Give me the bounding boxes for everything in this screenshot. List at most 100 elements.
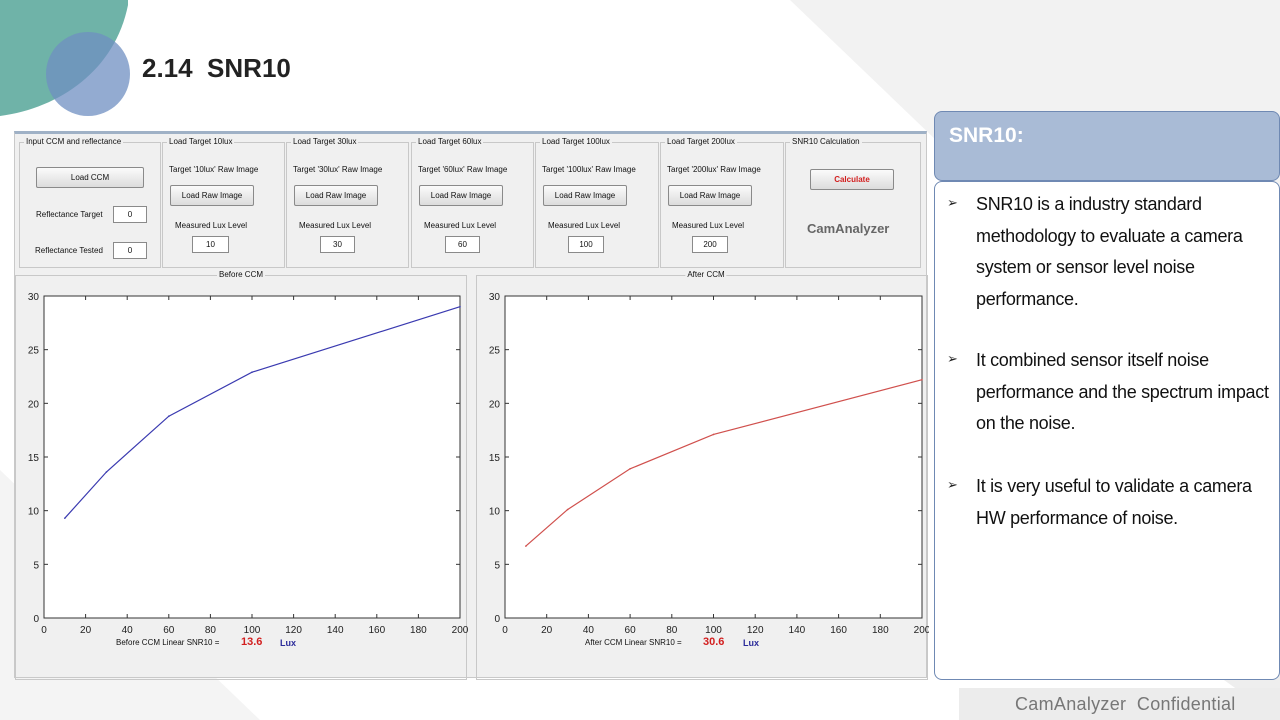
data-point [64,517,66,519]
bullet-arrow-icon: ➢ [947,196,958,211]
x-tick-label: 180 [872,625,889,636]
y-tick-label: 25 [28,346,40,357]
x-tick-label: 80 [666,625,678,636]
x-tick-label: 140 [789,625,806,636]
side-panel-header: SNR10: [934,111,1280,181]
target-group-title: Load Target 30lux [291,137,359,146]
footer-text: CamAnalyzer Confidential [1015,694,1236,714]
load-raw-image-button-10lux[interactable]: Load Raw Image [170,185,254,206]
before-ccm-result-value: 13.6 [241,636,263,648]
raw-image-label: Target '30lux' Raw Image [293,165,383,174]
measured-lux-label: Measured Lux Level [548,221,621,230]
reflectance-tested-input[interactable]: 0 [113,242,147,259]
side-panel-header-text: SNR10: [949,124,1024,147]
bullet-text: SNR10 is a industry standard methodology… [976,194,1243,309]
load-raw-image-button-100lux[interactable]: Load Raw Image [543,185,627,206]
bullet-arrow-icon: ➢ [947,352,958,367]
x-tick-label: 60 [625,625,637,636]
x-tick-label: 40 [122,625,134,636]
plot-area [43,295,461,619]
data-point [712,433,715,436]
y-tick-label: 15 [489,453,501,464]
x-tick-label: 80 [205,625,217,636]
x-tick-label: 60 [163,625,175,636]
measured-lux-label: Measured Lux Level [672,221,745,230]
y-tick-label: 0 [33,614,39,625]
target-100lux-group: Load Target 100lux Target '100lux' Raw I… [535,137,659,268]
x-tick-label: 200 [914,625,929,636]
y-tick-label: 5 [494,560,500,571]
footer: CamAnalyzer Confidential [959,688,1280,720]
raw-image-label: Target '60lux' Raw Image [418,165,508,174]
y-tick-label: 5 [33,560,39,571]
data-point [566,508,569,511]
target-60lux-group: Load Target 60lux Target '60lux' Raw Ima… [411,137,534,268]
ccm-group-title: Input CCM and reflectance [24,137,124,146]
y-tick-label: 25 [489,346,501,357]
x-tick-label: 0 [502,625,508,636]
lux-input-10lux[interactable]: 10 [192,236,229,253]
data-point [459,305,461,308]
reflectance-target-input[interactable]: 0 [113,206,147,223]
data-point [629,468,631,470]
x-tick-label: 160 [830,625,847,636]
raw-image-label: Target '200lux' Raw Image [667,165,761,174]
load-ccm-button[interactable]: Load CCM [36,167,144,188]
x-tick-label: 180 [410,625,427,636]
x-tick-label: 100 [244,625,261,636]
after-ccm-chart: 0 20 40 60 80 100 120 140 160 180 200 0 5 10 15 20 25 30 [489,292,929,636]
target-group-title: Load Target 10lux [167,137,235,146]
x-tick-label: 160 [368,625,385,636]
lux-input-100lux[interactable]: 100 [568,236,604,253]
x-tick-label: 0 [41,625,47,636]
target-group-title: Load Target 60lux [416,137,484,146]
after-ccm-result-label: After CCM Linear SNR10 = [585,638,682,647]
bullet-text: It is very useful to validate a camera H… [976,476,1252,528]
load-raw-image-button-30lux[interactable]: Load Raw Image [294,185,378,206]
blue-circle [46,32,130,116]
x-tick-label: 100 [705,625,722,636]
lux-input-60lux[interactable]: 60 [445,236,480,253]
y-tick-label: 15 [28,453,40,464]
y-tick-label: 30 [28,292,40,303]
y-tick-label: 20 [489,399,501,410]
x-tick-label: 120 [747,625,764,636]
before-ccm-result-unit: Lux [280,638,297,648]
side-panel-body: ➢ SNR10 is a industry standard methodolo… [934,181,1280,680]
lux-input-200lux[interactable]: 200 [692,236,728,253]
slide-title: 2.14 SNR10 [142,53,291,83]
reflectance-target-label: Reflectance Target [36,210,103,219]
snr10-calculation-group: SNR10 Calculation Calculate CamAnalyzer [785,137,921,268]
load-raw-image-button-60lux[interactable]: Load Raw Image [419,185,503,206]
raw-image-label: Target '100lux' Raw Image [542,165,636,174]
plot-area [504,295,923,619]
before-ccm-result-label: Before CCM Linear SNR10 = [116,638,220,647]
target-10lux-group: Load Target 10lux Target '10lux' Raw Ima… [162,137,285,268]
y-tick-label: 10 [28,507,40,518]
camanalyzer-brand: CamAnalyzer [807,221,890,236]
data-point [168,415,170,418]
lux-input-30lux[interactable]: 30 [320,236,355,253]
x-tick-label: 140 [327,625,344,636]
data-point [251,371,253,374]
calc-group-title: SNR10 Calculation [790,137,862,146]
before-ccm-title: Before CCM [216,270,266,279]
target-group-title: Load Target 100lux [540,137,612,146]
raw-image-label: Target '10lux' Raw Image [169,165,259,174]
x-tick-label: 20 [541,625,553,636]
target-group-title: Load Target 200lux [665,137,737,146]
y-tick-label: 0 [494,614,500,625]
measured-lux-label: Measured Lux Level [424,221,497,230]
data-point [921,378,923,381]
load-raw-image-button-200lux[interactable]: Load Raw Image [668,185,752,206]
y-tick-label: 30 [489,292,501,303]
before-ccm-chart: 0 20 40 60 80 100 120 140 160 180 200 0 5 10 15 20 25 30 [28,292,468,636]
x-tick-label: 120 [285,625,302,636]
target-200lux-group: Load Target 200lux Target '200lux' Raw I… [660,137,784,268]
after-ccm-result-unit: Lux [743,638,760,648]
calculate-button[interactable]: Calculate [810,169,894,190]
ccm-group: Input CCM and reflectance Load CCM Refle… [19,137,161,268]
bullet-text: It combined sensor itself noise performa… [976,350,1269,433]
snr10-app-window: Input CCM and reflectance Load CCM Refle… [14,131,929,680]
before-ccm-panel: Before CCM 0 20 40 60 80 100 120 140 160 180 200 0 5… [15,270,468,680]
